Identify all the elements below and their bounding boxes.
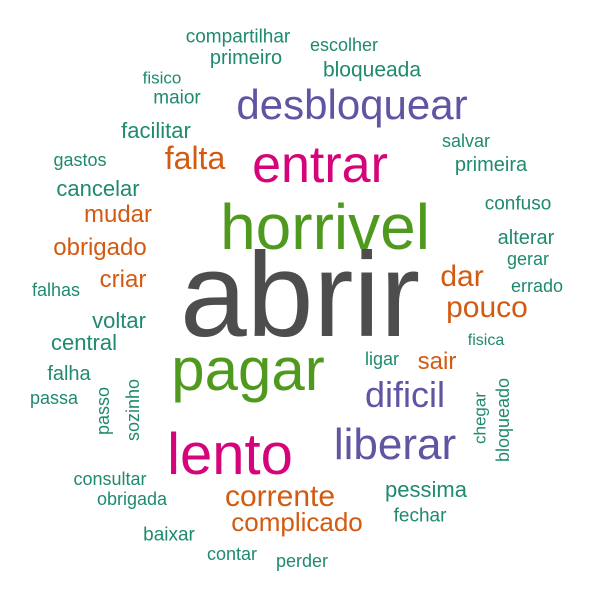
word-baixar: baixar — [143, 524, 195, 546]
word-fisica: fisica — [467, 332, 505, 349]
word-bloqueada: bloqueada — [322, 58, 422, 82]
word-consultar: consultar — [73, 469, 147, 489]
word-pouco: pouco — [446, 291, 528, 324]
word-pagar: pagar — [171, 336, 325, 403]
word-ligar: ligar — [364, 349, 400, 369]
word-primeira: primeira — [454, 154, 528, 176]
word-sair: sair — [417, 348, 457, 375]
word-obrigada: obrigada — [96, 489, 168, 509]
word-gerar: gerar — [506, 249, 550, 269]
word-falta: falta — [164, 140, 226, 176]
word-primeiro: primeiro — [209, 47, 283, 69]
word-confuso: confuso — [484, 193, 552, 215]
word-perder: perder — [275, 551, 329, 571]
word-falhas: falhas — [31, 280, 81, 300]
word-maior: maior — [153, 87, 201, 109]
word-fechar: fechar — [393, 505, 447, 527]
word-voltar: voltar — [92, 308, 146, 333]
word-passa: passa — [29, 388, 79, 408]
word-lento: lento — [167, 422, 293, 487]
word-compartilhar: compartilhar — [185, 26, 291, 48]
word-escolher: escolher — [309, 35, 379, 55]
word-gastos: gastos — [53, 150, 107, 170]
word-alterar: alterar — [497, 227, 555, 249]
word-mudar: mudar — [83, 201, 153, 228]
word-abrir: abrir — [179, 228, 421, 362]
word-pessima: pessima — [385, 477, 467, 502]
word-bloqueado: bloqueado — [493, 377, 513, 463]
word-desbloquear: desbloquear — [236, 81, 468, 128]
word-central: central — [50, 330, 118, 355]
word-complicado: complicado — [231, 507, 363, 537]
word-salvar: salvar — [441, 131, 491, 151]
word-horrivel: horrivel — [220, 191, 430, 263]
word-liberar: liberar — [333, 420, 457, 469]
word-fisico: fisico — [142, 68, 182, 88]
word-dificil: dificil — [364, 374, 446, 415]
word-entrar: entrar — [252, 136, 388, 194]
word-corrente: corrente — [224, 480, 336, 513]
word-cancelar: cancelar — [56, 176, 140, 201]
word-dar: dar — [440, 260, 484, 293]
word-chegar: chegar — [470, 392, 490, 444]
word-criar: criar — [99, 266, 147, 293]
word-errado: errado — [510, 276, 564, 296]
word-passo: passo — [93, 386, 113, 436]
word-facilitar: facilitar — [121, 118, 191, 143]
word-obrigado: obrigado — [53, 234, 147, 261]
word-contar: contar — [206, 544, 258, 564]
word-sozinho: sozinho — [123, 378, 143, 442]
word-falha: falha — [47, 363, 91, 385]
